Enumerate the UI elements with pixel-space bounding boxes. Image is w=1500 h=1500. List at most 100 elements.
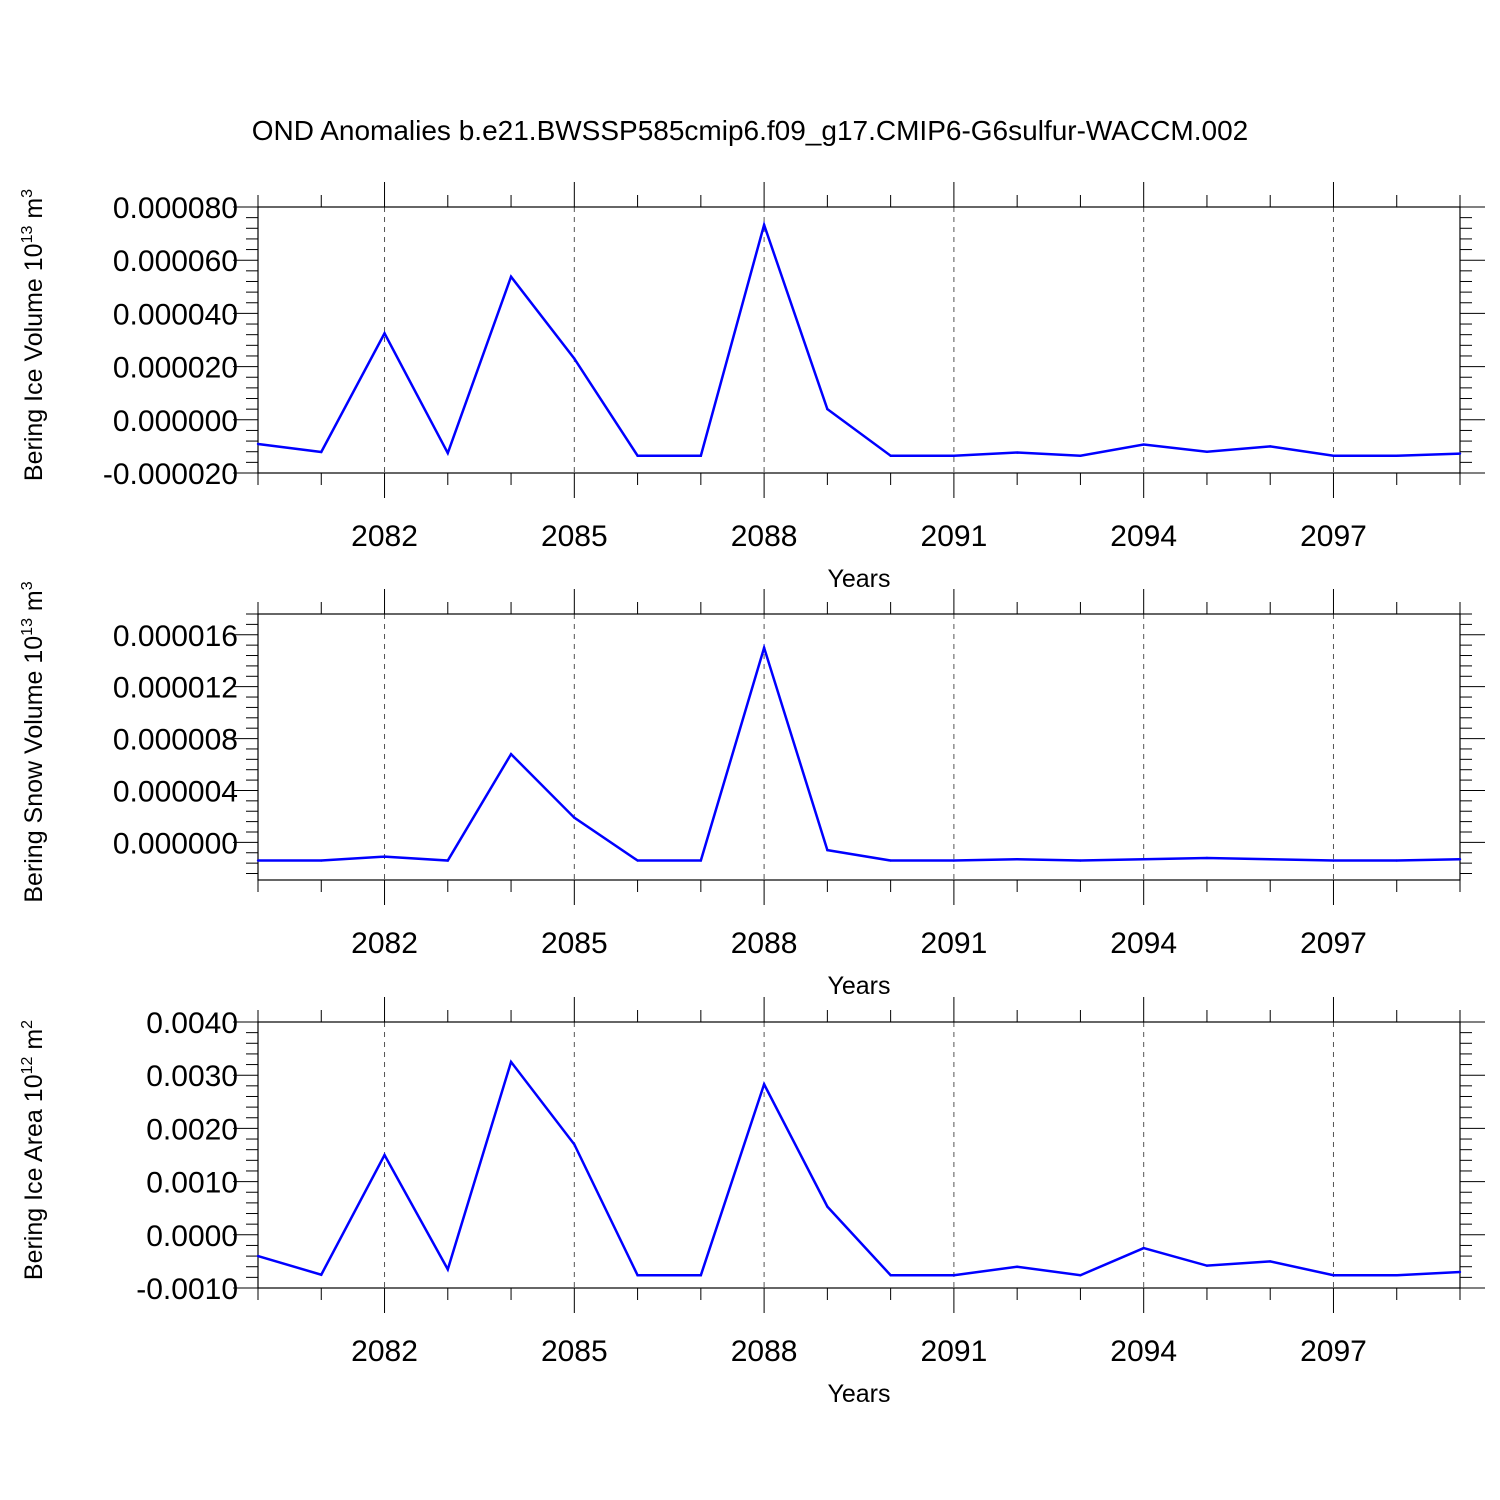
y-tick-label: 0.000016 bbox=[113, 620, 238, 653]
data-point bbox=[1079, 454, 1082, 457]
data-point bbox=[1332, 859, 1335, 862]
data-point bbox=[1458, 1270, 1462, 1274]
data-point bbox=[826, 1205, 829, 1208]
y-tick-label: 0.000004 bbox=[113, 775, 238, 808]
y-tick-label: 0.0030 bbox=[146, 1060, 238, 1093]
plot-frame bbox=[257, 206, 1461, 474]
data-point bbox=[446, 1268, 449, 1271]
data-point bbox=[636, 859, 639, 862]
data-point bbox=[446, 451, 449, 455]
chart-panel-3: -0.0010 0.0000 0.0010 0.0020 0.0030 0.0040 208… bbox=[19, 997, 1485, 1408]
x-tick-label: 2085 bbox=[541, 1335, 608, 1368]
x-tick-label: 2088 bbox=[731, 927, 798, 960]
x-axis-label: Years bbox=[827, 972, 890, 1000]
y-tick-label: 0.0010 bbox=[146, 1167, 238, 1200]
data-point bbox=[1079, 859, 1082, 862]
x-tick-label: 2088 bbox=[731, 520, 798, 553]
x-tick-label: 2091 bbox=[921, 1335, 988, 1368]
data-point bbox=[889, 454, 892, 457]
series-line bbox=[257, 1059, 1461, 1277]
data-point bbox=[1205, 450, 1209, 453]
y-axis-label: Bering Snow Volume 1013 m3 bbox=[19, 581, 48, 902]
x-tick-label: 2082 bbox=[351, 927, 418, 960]
y-tick-label: 0.000000 bbox=[113, 405, 238, 438]
y-tick-label: 0.000000 bbox=[113, 827, 238, 860]
x-tick-label: 2094 bbox=[1110, 520, 1177, 553]
data-point bbox=[952, 859, 956, 862]
y-tick-label: 0.000060 bbox=[113, 245, 238, 278]
data-point bbox=[573, 1143, 576, 1146]
y-tick-label: 0.0020 bbox=[146, 1113, 238, 1146]
y-tick-label: -0.0010 bbox=[136, 1273, 238, 1306]
data-point bbox=[509, 752, 513, 756]
y-tick-label: 0.000020 bbox=[113, 352, 238, 385]
data-point bbox=[952, 1274, 956, 1277]
data-point bbox=[1205, 1264, 1209, 1267]
data-point bbox=[383, 855, 386, 858]
x-tick-label: 2088 bbox=[731, 1335, 798, 1368]
data-point bbox=[1142, 443, 1145, 446]
y-tick-label: -0.000020 bbox=[103, 458, 238, 491]
data-point bbox=[383, 332, 386, 335]
series-line bbox=[257, 220, 1461, 457]
data-point bbox=[1332, 1274, 1335, 1277]
y-axis-label: Bering Ice Volume 1013 m3 bbox=[19, 189, 48, 481]
x-axis-label: Years bbox=[827, 565, 890, 593]
data-point bbox=[762, 223, 766, 227]
data-point bbox=[889, 859, 892, 862]
chart-panel-2: 0.000000 0.000004 0.000008 0.000012 0.000016… bbox=[19, 581, 1485, 1000]
x-tick-label: 2082 bbox=[351, 520, 418, 553]
data-point bbox=[1015, 858, 1019, 861]
chart-title: OND Anomalies b.e21.BWSSP585cmip6.f09_g1… bbox=[251, 115, 1249, 146]
data-point bbox=[509, 275, 513, 278]
data-point bbox=[1015, 451, 1019, 454]
x-tick-label: 2091 bbox=[921, 927, 988, 960]
y-tick-label: 0.000008 bbox=[113, 724, 238, 757]
data-point bbox=[509, 1060, 513, 1064]
data-point bbox=[699, 454, 703, 457]
data-point bbox=[889, 1274, 892, 1277]
data-point bbox=[1269, 445, 1272, 448]
plot-frame bbox=[257, 1021, 1461, 1289]
chart-panel-1: -0.000020 0.000000 0.000020 0.000040 0.00006… bbox=[19, 182, 1485, 593]
y-axis-label: Bering Ice Area 1012 m2 bbox=[19, 1020, 48, 1280]
x-tick-label: 2094 bbox=[1110, 927, 1177, 960]
data-point bbox=[952, 454, 956, 457]
data-point bbox=[1015, 1265, 1019, 1268]
data-point bbox=[446, 859, 449, 862]
data-point bbox=[1458, 452, 1462, 455]
y-tick-label: 0.000040 bbox=[113, 298, 238, 331]
y-tick-label: 0.0000 bbox=[146, 1220, 238, 1253]
data-point bbox=[826, 848, 829, 852]
x-tick-label: 2085 bbox=[541, 520, 608, 553]
data-point bbox=[320, 1273, 323, 1276]
data-point bbox=[1395, 1274, 1398, 1277]
x-tick-label: 2082 bbox=[351, 1335, 418, 1368]
x-tick-label: 2097 bbox=[1300, 1335, 1367, 1368]
data-point bbox=[1332, 454, 1335, 457]
y-tick-label: 0.0040 bbox=[146, 1007, 238, 1040]
plot-frame bbox=[257, 613, 1461, 881]
data-point bbox=[573, 357, 576, 360]
data-point bbox=[1205, 856, 1209, 860]
data-point bbox=[1079, 1274, 1082, 1277]
data-point bbox=[1142, 1246, 1145, 1250]
x-tick-label: 2091 bbox=[921, 520, 988, 553]
data-point bbox=[1395, 454, 1398, 457]
x-tick-label: 2097 bbox=[1300, 520, 1367, 553]
data-point bbox=[1142, 858, 1145, 861]
data-point bbox=[762, 646, 766, 649]
y-tick-label: 0.000080 bbox=[113, 192, 238, 225]
data-point bbox=[1269, 858, 1272, 861]
data-point bbox=[636, 454, 639, 457]
series-line bbox=[258, 643, 1461, 862]
x-tick-label: 2097 bbox=[1300, 927, 1367, 960]
data-point bbox=[826, 407, 829, 411]
data-point bbox=[699, 1274, 703, 1277]
data-point bbox=[1269, 1260, 1272, 1263]
data-point bbox=[256, 1254, 260, 1258]
x-axis-label: Years bbox=[827, 1380, 890, 1408]
data-point bbox=[320, 859, 323, 862]
data-point bbox=[699, 859, 703, 862]
